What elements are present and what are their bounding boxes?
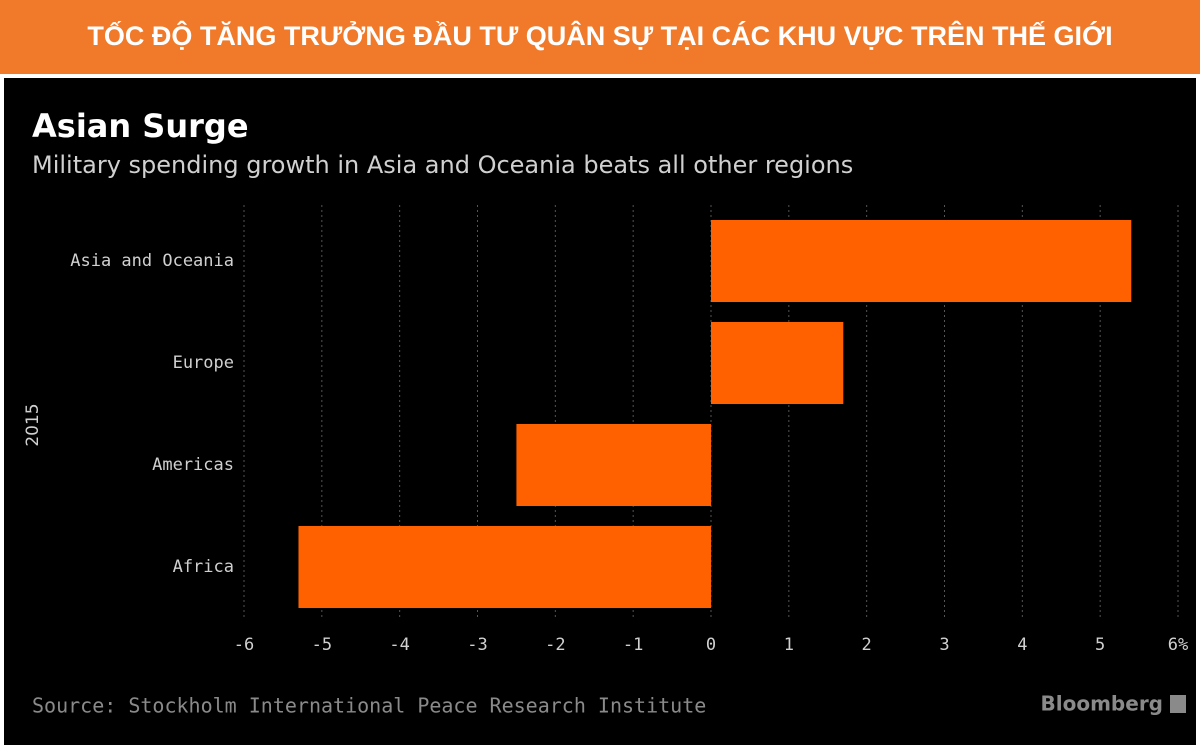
bar: [711, 220, 1132, 302]
x-tick-label: 0: [706, 635, 716, 655]
x-tick-label: -5: [312, 635, 332, 655]
x-tick-label: -3: [467, 635, 487, 655]
x-tick-label: 6%: [1168, 635, 1188, 655]
x-tick-label: -2: [545, 635, 565, 655]
x-tick-label: 4: [1017, 635, 1027, 655]
x-tick-label: -4: [389, 635, 409, 655]
y-tick-label: Africa: [173, 557, 234, 577]
x-tick-label: 5: [1095, 635, 1105, 655]
x-tick-label: 2: [862, 635, 872, 655]
y-tick-label: Asia and Oceania: [70, 251, 234, 271]
brand: Bloomberg: [1041, 692, 1163, 716]
chart-background: [4, 78, 1196, 745]
bar: [516, 424, 711, 506]
banner-background: [0, 0, 1200, 74]
y-tick-label: Europe: [173, 353, 234, 373]
chart-subtitle: Military spending growth in Asia and Oce…: [32, 151, 853, 179]
x-tick-label: 1: [784, 635, 794, 655]
source: Source: Stockholm International Peace Re…: [32, 694, 706, 718]
x-tick-label: -6: [234, 635, 254, 655]
bar: [298, 526, 711, 608]
x-tick-label: -1: [623, 635, 643, 655]
chart-title: Asian Surge: [32, 107, 249, 145]
banner-title: TỐC ĐỘ TĂNG TRƯỞNG ĐẦU TƯ QUÂN SỰ TẠI CÁ…: [87, 19, 1112, 51]
bar: [711, 322, 844, 404]
brand-icon: [1170, 695, 1186, 713]
y-tick-label: Americas: [152, 455, 234, 475]
x-tick-label: 3: [939, 635, 949, 655]
y-axis-label: 2015: [23, 403, 43, 446]
